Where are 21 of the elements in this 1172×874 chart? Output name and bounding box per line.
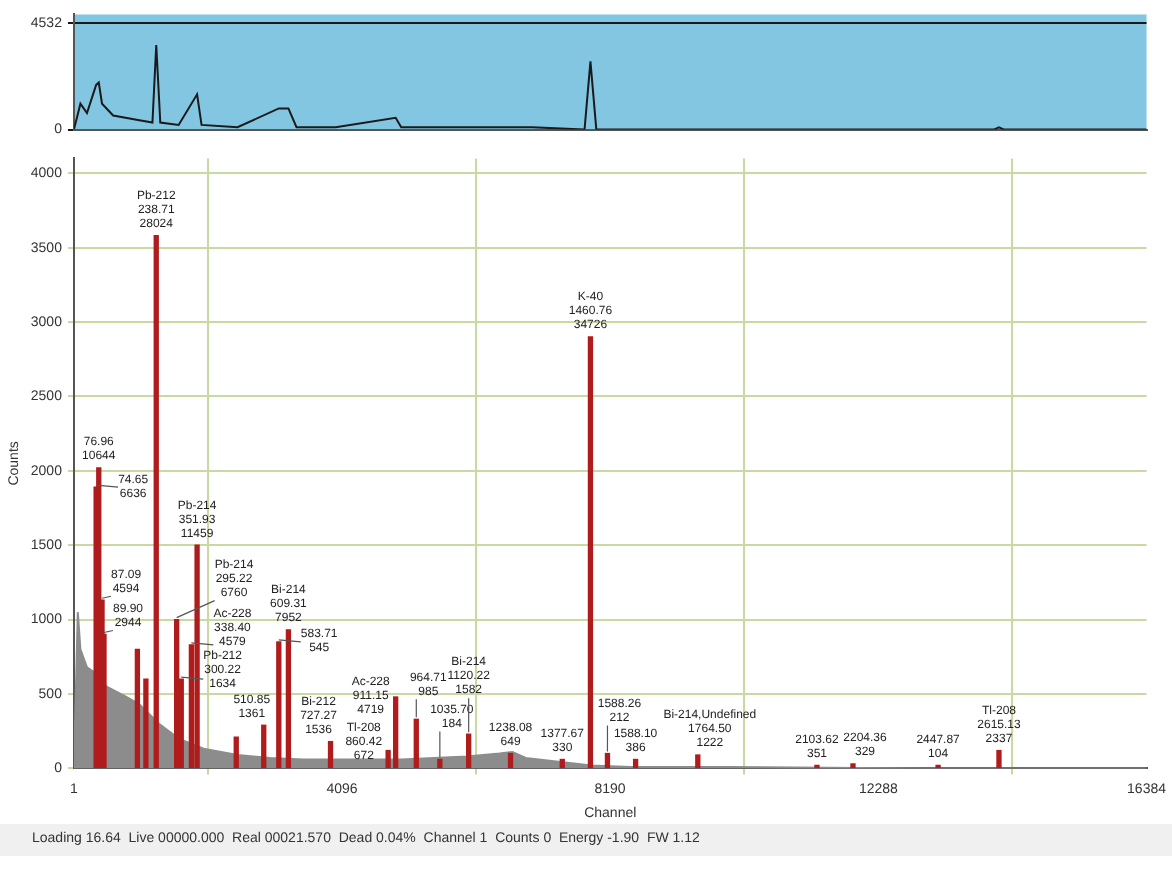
bar — [507, 752, 514, 769]
bar — [276, 641, 282, 769]
bar — [695, 754, 701, 769]
bar — [153, 235, 159, 769]
bar — [466, 733, 472, 769]
bar — [194, 544, 200, 769]
bar — [393, 696, 399, 769]
bar — [632, 758, 639, 769]
bar — [587, 336, 594, 769]
bar — [233, 736, 239, 769]
bar — [604, 752, 611, 769]
bar — [327, 740, 334, 769]
bar — [850, 763, 856, 769]
bar — [996, 749, 1002, 769]
bar — [174, 618, 180, 769]
bar — [559, 758, 565, 769]
bar — [261, 724, 267, 769]
bar — [134, 648, 141, 769]
bar — [285, 629, 292, 769]
bar — [413, 718, 419, 769]
bar — [437, 758, 443, 769]
